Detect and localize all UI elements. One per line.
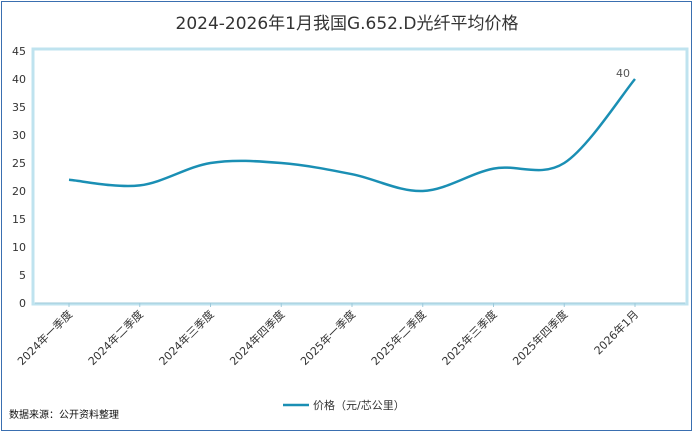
x-tick-label: 2024年四季度 [227, 307, 288, 368]
plot-area-border [31, 47, 689, 306]
x-tick-label: 2024年三季度 [156, 307, 217, 368]
x-tick-label: 2026年1月 [591, 307, 641, 357]
y-tick-label: 10 [12, 241, 26, 254]
y-tick-label: 45 [12, 45, 26, 58]
y-tick-label: 20 [12, 185, 26, 198]
legend: 价格（元/芯公里） [283, 398, 405, 412]
source-note: 数据来源：公开资料整理 [9, 408, 119, 421]
legend-label: 价格（元/芯公里） [313, 398, 405, 412]
series-line-price [68, 78, 636, 193]
y-tick-label: 30 [12, 129, 26, 142]
y-tick-label: 15 [12, 213, 26, 226]
x-tick-label: 2025年二季度 [368, 307, 429, 368]
x-tick-label: 2025年四季度 [510, 307, 571, 368]
x-tick-label: 2024年二季度 [85, 307, 146, 368]
x-tick-label: 2025年三季度 [439, 307, 500, 368]
x-axis: 2024年一季度 2024年二季度 2024年三季度 2024年四季度 2025年一季度… [14, 303, 641, 368]
y-tick-label: 5 [19, 269, 26, 282]
y-tick-label: 25 [12, 157, 26, 170]
data-label: 40 [616, 67, 630, 80]
y-axis: 0 5 10 15 20 25 30 35 40 45 [12, 45, 26, 310]
y-tick-label: 35 [12, 101, 26, 114]
y-tick-label: 0 [19, 297, 26, 310]
chart-title: 2024-2026年1月我国G.652.D光纤平均价格 [176, 14, 519, 34]
y-tick-label: 40 [12, 73, 26, 86]
x-tick-label: 2024年一季度 [14, 307, 75, 368]
x-tick-label: 2025年一季度 [297, 307, 358, 368]
